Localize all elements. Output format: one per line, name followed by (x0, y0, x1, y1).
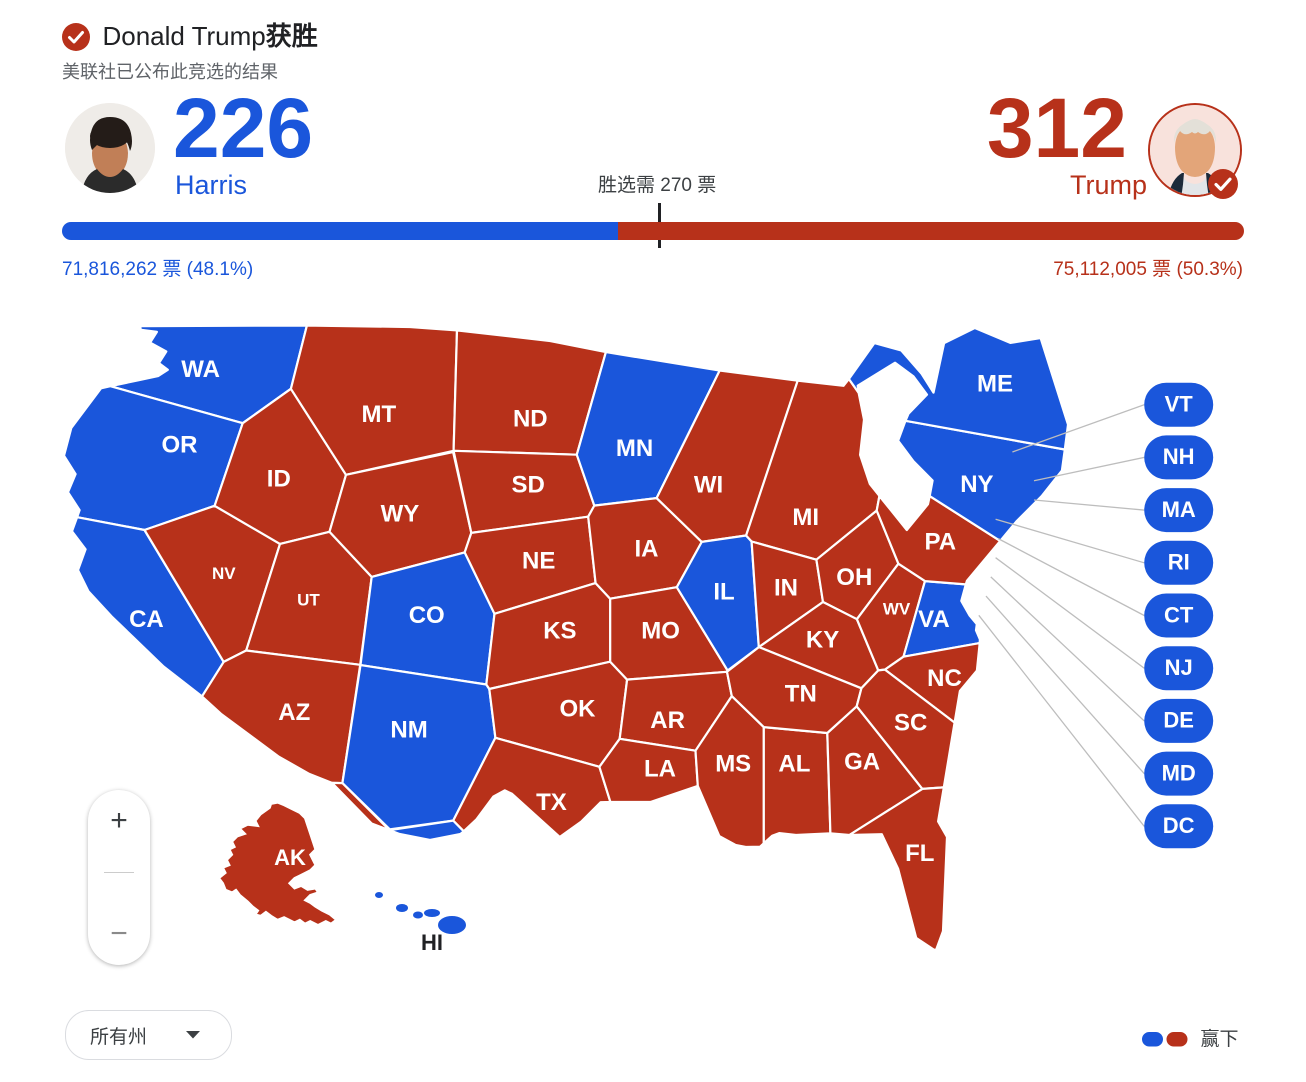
svg-text:TN: TN (785, 681, 817, 708)
svg-text:PA: PA (925, 529, 957, 556)
svg-text:FL: FL (905, 840, 934, 867)
svg-text:MN: MN (616, 435, 653, 462)
svg-text:CO: CO (409, 602, 445, 629)
svg-text:NC: NC (927, 665, 962, 692)
svg-text:NJ: NJ (1165, 655, 1193, 680)
svg-text:VA: VA (918, 606, 950, 633)
svg-text:RI: RI (1168, 550, 1190, 575)
svg-text:WI: WI (694, 472, 723, 499)
svg-text:ME: ME (977, 370, 1013, 397)
svg-text:KY: KY (806, 627, 839, 654)
svg-text:OK: OK (560, 696, 597, 723)
svg-text:MT: MT (361, 401, 396, 428)
svg-text:CT: CT (1164, 602, 1194, 627)
svg-text:CA: CA (129, 606, 164, 633)
svg-text:AZ: AZ (278, 699, 310, 726)
svg-text:AL: AL (778, 750, 810, 777)
svg-text:SC: SC (894, 710, 927, 737)
svg-text:DC: DC (1163, 813, 1195, 838)
svg-text:UT: UT (297, 591, 320, 610)
svg-text:NV: NV (212, 564, 236, 583)
svg-text:SD: SD (512, 472, 545, 499)
svg-text:IL: IL (713, 579, 734, 606)
svg-text:ID: ID (267, 465, 291, 492)
svg-text:MD: MD (1162, 760, 1196, 785)
svg-text:MI: MI (792, 504, 819, 531)
svg-text:HI: HI (421, 930, 443, 955)
svg-text:WV: WV (883, 600, 911, 619)
svg-text:ND: ND (513, 405, 548, 432)
svg-text:MO: MO (641, 617, 680, 644)
svg-text:KS: KS (543, 617, 576, 644)
svg-text:NE: NE (522, 548, 555, 575)
svg-text:VT: VT (1165, 392, 1194, 417)
svg-text:TX: TX (536, 789, 567, 816)
svg-text:MS: MS (715, 750, 751, 777)
svg-text:NH: NH (1163, 444, 1195, 469)
svg-text:IA: IA (635, 536, 659, 563)
svg-text:IN: IN (774, 574, 798, 601)
svg-text:GA: GA (844, 748, 880, 775)
svg-text:AK: AK (274, 845, 306, 870)
svg-text:WY: WY (381, 501, 420, 528)
svg-text:MA: MA (1162, 497, 1196, 522)
svg-text:WA: WA (181, 356, 220, 383)
svg-text:AR: AR (650, 707, 685, 734)
svg-text:OR: OR (162, 432, 198, 459)
svg-text:NM: NM (390, 717, 427, 744)
svg-text:NY: NY (960, 471, 993, 498)
svg-text:OH: OH (836, 564, 872, 591)
svg-text:DE: DE (1163, 708, 1194, 733)
svg-text:LA: LA (644, 755, 676, 782)
